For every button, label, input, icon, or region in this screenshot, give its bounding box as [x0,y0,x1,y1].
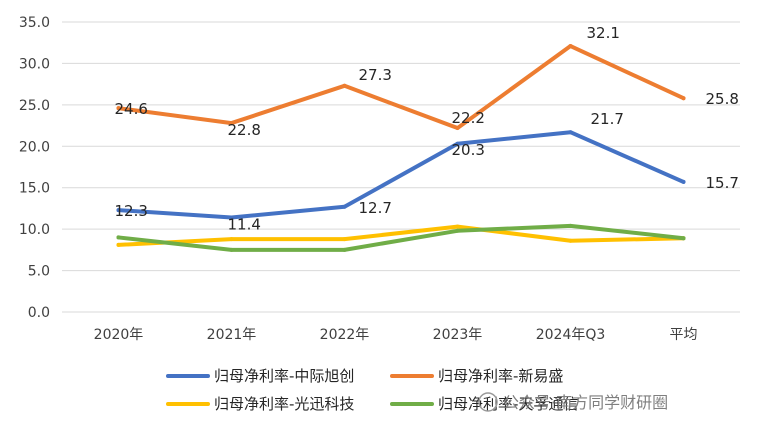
data-point [229,121,234,126]
data-point [116,235,121,240]
legend-label: 归母净利率-新易盛 [438,367,563,385]
x-tick-label: 平均 [670,327,698,343]
series-line-0 [116,130,686,220]
data-point [568,44,573,49]
data-point [116,106,121,111]
data-point [455,126,460,131]
legend-label: 归母净利率-中际旭创 [214,367,354,385]
data-label: 21.7 [591,110,624,128]
data-label: 27.3 [359,66,392,84]
data-point [568,223,573,228]
data-label: 22.8 [228,121,261,139]
watermark: 公众号·南方同学财研圈 [478,392,668,412]
y-tick-label: 20.0 [19,139,50,155]
legend-item: 归母净利率-天孚通信 [390,395,578,413]
data-labels: 12.3 11.4 12.7 20.3 21.7 15.7 24.6 22.8 27.3 22.2… [115,24,739,234]
data-point [116,208,121,213]
x-tick-label: 2022年 [320,327,370,343]
data-label: 15.7 [706,174,739,192]
x-tick-label: 2024年Q3 [536,327,606,343]
data-point [455,141,460,146]
data-point [116,242,121,247]
x-tick-label: 2021年 [207,327,257,343]
legend-item: 归母净利率-新易盛 [390,367,563,385]
y-tick-label: 5.0 [28,264,50,280]
data-point [681,236,686,241]
data-point [455,228,460,233]
legend-label: 归母净利率-天孚通信 [438,395,578,413]
y-axis-ticks: 0.0 5.0 10.0 15.0 20.0 25.0 30.0 35.0 [19,15,50,321]
data-point [342,237,347,242]
data-label: 12.7 [359,199,392,217]
data-point [342,83,347,88]
data-point [229,237,234,242]
series-line-2 [116,224,686,247]
data-label: 25.8 [706,90,739,108]
watermark-text: 公众号·南方同学财研圈 [503,393,668,412]
data-label: 11.4 [228,216,261,234]
data-point [455,224,460,229]
gridlines [62,21,740,313]
series-line-3 [116,223,686,252]
y-tick-label: 30.0 [19,56,50,72]
data-point [342,247,347,252]
watermark-logo-icon [478,392,498,412]
data-label: 32.1 [587,24,620,42]
data-point [681,96,686,101]
y-tick-label: 25.0 [19,98,50,114]
data-label: 24.6 [115,100,148,118]
data-point [342,204,347,209]
series-lines [116,44,686,252]
data-label: 22.2 [452,109,485,127]
y-tick-label: 35.0 [19,15,50,31]
data-point [568,130,573,135]
legend-label: 归母净利率-光迅科技 [214,395,354,413]
series-line-1 [116,44,686,131]
x-tick-label: 2020年 [94,327,144,343]
x-axis-ticks: 2020年 2021年 2022年 2023年 2024年Q3 平均 [94,327,698,343]
legend-item: 归母净利率-光迅科技 [166,395,354,413]
data-point [229,215,234,220]
data-label: 20.3 [452,141,485,159]
legend-item: 归母净利率-中际旭创 [166,367,354,385]
y-tick-label: 0.0 [28,305,50,321]
y-tick-label: 10.0 [19,222,50,238]
x-tick-label: 2023年 [433,327,483,343]
data-point [568,238,573,243]
data-label: 12.3 [115,202,148,220]
y-tick-label: 15.0 [19,181,50,197]
data-point [229,247,234,252]
data-point [681,179,686,184]
